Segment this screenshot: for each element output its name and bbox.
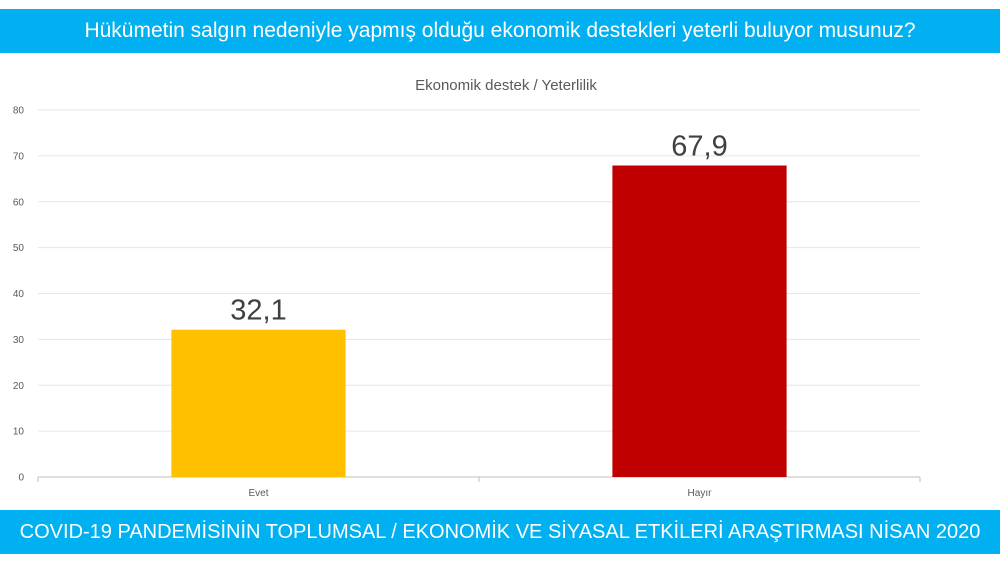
question-banner: Hükümetin salgın nedeniyle yapmış olduğu… [0,9,1000,53]
y-axis: 0 10 20 30 40 50 60 70 80 [13,106,25,484]
bar-chart: Ekonomik destek / Yeterlilik 0 10 20 30 40 50… [13,77,921,499]
data-label: 32,1 [230,295,286,327]
survey-caption-banner: COVID-19 PANDEMİSİNİN TOPLUMSAL / EKONOM… [0,510,1000,554]
y-tick-label: 80 [13,106,25,117]
y-tick-label: 70 [13,151,25,162]
x-tick-label: Hayır [688,488,713,499]
y-tick-label: 10 [13,427,25,438]
y-tick-label: 50 [13,243,25,254]
x-tick-label: Evet [248,488,268,499]
chart-title: Ekonomik destek / Yeterlilik [415,77,597,94]
y-tick-label: 40 [13,289,25,300]
gridlines [38,109,920,478]
y-tick-label: 20 [13,381,25,392]
bar-evet [171,329,346,477]
bars [171,165,787,477]
x-axis: Evet Hayır [37,477,921,499]
y-tick-label: 0 [18,473,24,484]
bar-hayır [612,165,787,477]
data-label: 67,9 [671,131,727,163]
y-tick-label: 30 [13,335,25,346]
data-labels: 32,1 67,9 [230,131,727,327]
y-tick-label: 60 [13,197,25,208]
